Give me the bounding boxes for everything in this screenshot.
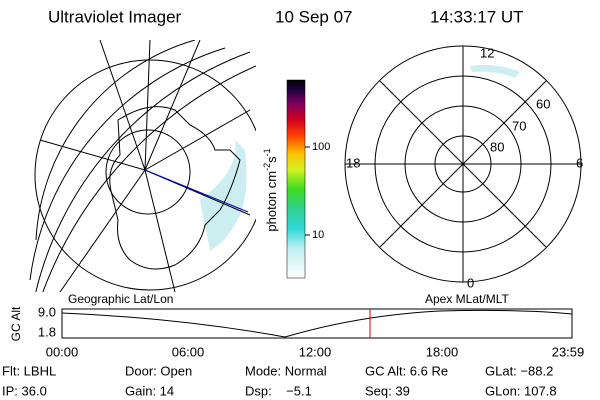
status-field: Mode: Normal	[245, 363, 327, 378]
status-field: Flt: LBHL	[2, 363, 56, 378]
time: 14:33:17 UT	[430, 7, 524, 26]
footer: Flt: LBHL Door: Open Mode: Normal GC Alt: 6…	[2, 363, 557, 398]
lat-label: 60	[536, 96, 550, 111]
plot-frame	[61, 308, 573, 339]
colorbar-tick: 100	[312, 141, 330, 153]
colorbar-tick: 10	[312, 229, 324, 241]
status-field: Seq: 39	[365, 383, 410, 398]
colorbar-label: photon cm-2s-1	[262, 148, 279, 231]
date: 10 Sep 07	[275, 7, 353, 26]
status-field: GLon: 107.8	[485, 383, 557, 398]
polar-plot	[344, 45, 582, 283]
x-tick-label: 12:00	[299, 344, 332, 359]
x-tick-label: 06:00	[172, 344, 205, 359]
title: Ultraviolet Imager	[48, 7, 182, 26]
status-field: GC Alt: 6.6 Re	[365, 363, 448, 378]
geo-map	[29, 40, 256, 292]
mlt-label: 18	[346, 155, 360, 170]
mlt-label: 6	[576, 155, 583, 170]
status-field: Gain: 14	[125, 383, 174, 398]
mlt-label: 12	[480, 45, 494, 60]
plot-title: Apex MLat/MLT	[425, 292, 509, 306]
x-tick-label: 00:00	[46, 344, 79, 359]
colorbar	[286, 79, 306, 279]
status-field: Dsp: −5.1	[245, 383, 312, 398]
y-label: GC Alt	[9, 306, 23, 341]
y-tick-label: 9.0	[38, 304, 56, 319]
y-tick-label: 1.8	[38, 324, 56, 339]
status-field: Door: Open	[125, 363, 192, 378]
mlt-label: 0	[467, 275, 474, 290]
lat-label: 80	[490, 139, 504, 154]
status-field: IP: 36.0	[2, 383, 47, 398]
lat-label: 70	[512, 118, 526, 133]
x-tick-label: 18:00	[426, 344, 459, 359]
status-field: GLat: −88.2	[485, 363, 553, 378]
x-tick-label: 23:59	[552, 344, 585, 359]
plot-title: Geographic Lat/Lon	[68, 292, 173, 306]
altitude-curve	[61, 309, 573, 338]
